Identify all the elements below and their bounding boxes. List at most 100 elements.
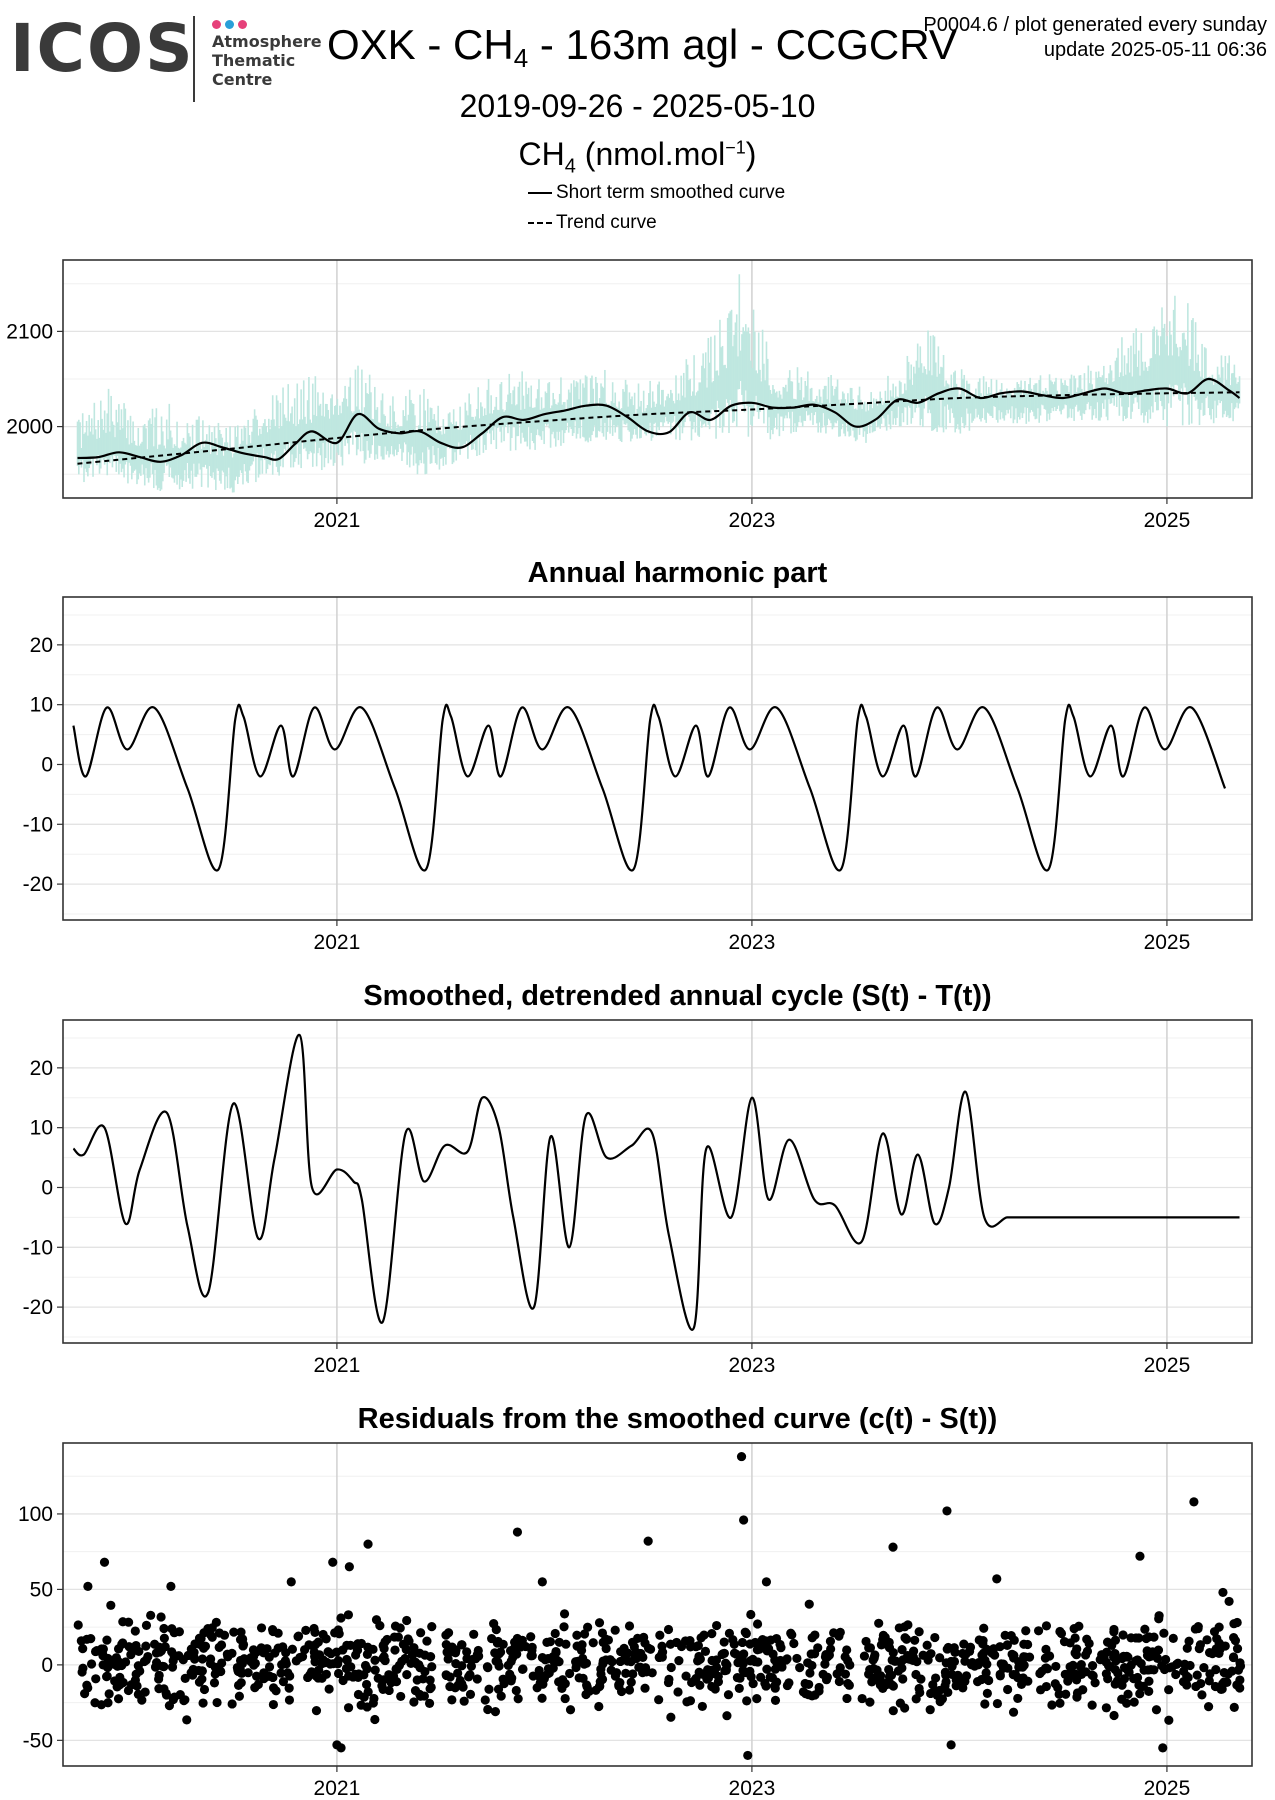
residual-point — [511, 1685, 521, 1696]
panel-background — [63, 1443, 1252, 1766]
residual-point — [897, 1645, 907, 1655]
residual-point — [483, 1704, 493, 1715]
x-tick-label: 2023 — [729, 1354, 776, 1377]
residual-point — [159, 1623, 169, 1634]
residual-point — [1178, 1677, 1189, 1687]
residual-point — [888, 1542, 898, 1552]
residual-point — [1224, 1596, 1234, 1607]
residual-point — [448, 1647, 459, 1657]
residual-point — [1203, 1702, 1214, 1712]
residual-point — [223, 1652, 233, 1662]
residual-point — [900, 1633, 910, 1643]
residual-point — [674, 1655, 684, 1666]
residual-point — [167, 1624, 177, 1634]
residual-point — [834, 1676, 844, 1687]
residual-point — [1232, 1644, 1243, 1654]
residual-point — [809, 1649, 820, 1659]
residual-point — [1000, 1630, 1010, 1640]
residual-point — [512, 1527, 523, 1537]
residual-point — [234, 1691, 244, 1701]
residual-point — [1047, 1700, 1057, 1710]
residual-point — [1090, 1678, 1100, 1688]
residual-point — [1040, 1663, 1051, 1673]
residual-point — [762, 1664, 772, 1674]
residual-point — [865, 1665, 875, 1675]
residual-point — [1122, 1651, 1132, 1662]
residual-point — [1070, 1633, 1080, 1643]
panel-background — [63, 597, 1252, 920]
residual-point — [507, 1673, 517, 1683]
residual-point — [227, 1699, 237, 1709]
residual-point — [532, 1683, 542, 1693]
residual-point — [857, 1693, 867, 1704]
residual-point — [1232, 1617, 1242, 1628]
residual-point — [942, 1506, 952, 1516]
residual-point — [754, 1644, 765, 1654]
residual-point — [818, 1669, 828, 1679]
residual-point — [137, 1695, 147, 1705]
residual-point — [118, 1617, 128, 1627]
residual-point — [1066, 1667, 1076, 1677]
residual-point — [209, 1678, 220, 1688]
residual-point — [453, 1668, 463, 1678]
residual-point — [789, 1638, 799, 1649]
residual-point — [1144, 1676, 1154, 1686]
residual-point — [654, 1695, 664, 1705]
residual-point — [526, 1632, 536, 1642]
residual-point — [914, 1627, 924, 1637]
residual-point — [974, 1658, 984, 1668]
chart-title: Residuals from the smoothed curve (c(t) … — [358, 1403, 998, 1435]
residual-point — [760, 1678, 770, 1688]
residual-point — [1056, 1628, 1067, 1639]
residual-point — [285, 1671, 295, 1681]
residual-point — [1164, 1685, 1174, 1695]
residual-point — [130, 1626, 140, 1636]
residual-point — [814, 1682, 824, 1693]
residual-point — [443, 1628, 454, 1638]
residual-point — [930, 1632, 940, 1643]
residual-point — [356, 1700, 366, 1710]
residual-point — [1087, 1700, 1097, 1710]
residual-point — [551, 1646, 561, 1657]
residual-point — [311, 1706, 322, 1716]
residual-point — [465, 1689, 476, 1699]
residual-point — [168, 1656, 178, 1666]
residual-point — [301, 1625, 311, 1636]
residual-point — [412, 1675, 422, 1685]
residual-point — [972, 1677, 983, 1687]
residual-point — [595, 1681, 605, 1691]
residual-point — [276, 1668, 286, 1678]
residual-point — [1110, 1649, 1120, 1659]
residual-point — [685, 1642, 696, 1652]
residual-point — [835, 1627, 845, 1637]
residual-point — [825, 1636, 836, 1646]
residual-point — [336, 1743, 346, 1753]
residual-point — [542, 1637, 552, 1647]
residual-point — [596, 1664, 606, 1674]
residual-point — [179, 1695, 189, 1706]
residual-point — [1182, 1643, 1192, 1653]
residual-point — [565, 1668, 575, 1679]
residual-point — [251, 1671, 262, 1681]
residual-point — [736, 1451, 747, 1462]
residual-point — [83, 1581, 93, 1591]
residual-point — [190, 1665, 200, 1676]
x-tick-label: 2021 — [314, 931, 361, 954]
x-tick-label: 2025 — [1144, 931, 1191, 954]
residual-point — [739, 1515, 749, 1525]
residual-point — [268, 1672, 278, 1683]
residual-point — [390, 1621, 401, 1631]
residual-point — [513, 1694, 523, 1704]
residual-point — [880, 1638, 890, 1649]
residual-point — [1080, 1650, 1091, 1660]
chart-title: Smoothed, detrended annual cycle (S(t) -… — [363, 980, 991, 1012]
residual-point — [800, 1678, 810, 1689]
residual-point — [682, 1697, 692, 1707]
residual-point — [287, 1644, 297, 1654]
residual-point — [666, 1662, 676, 1673]
residual-point — [1168, 1633, 1178, 1644]
residual-point — [1154, 1611, 1164, 1621]
residual-point — [1082, 1634, 1092, 1644]
residual-point — [268, 1699, 279, 1710]
